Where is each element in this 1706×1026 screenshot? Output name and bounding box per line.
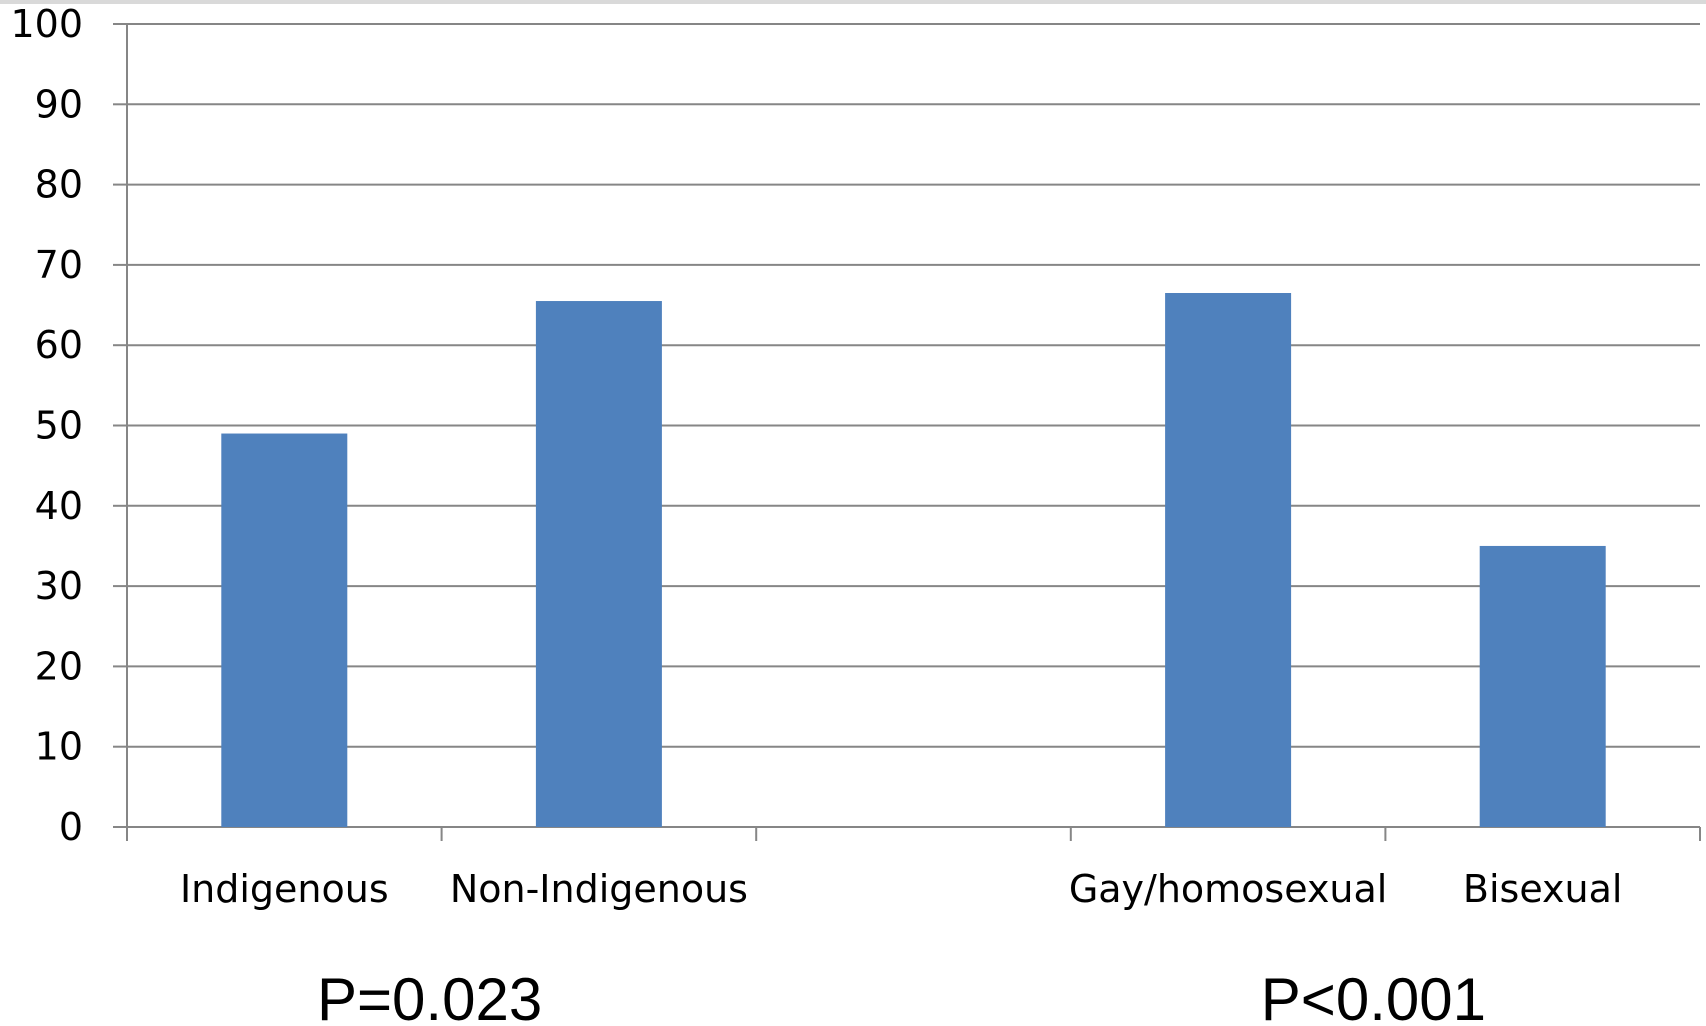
- category-labels: Indigenous Non-Indigenous Gay/homosexual Bi…: [180, 867, 1623, 911]
- category-label-non-indigenous: Non-Indigenous: [450, 867, 748, 911]
- gridlines: [127, 23, 1700, 748]
- y-tick-label-50: 50: [35, 404, 83, 448]
- bar-gay-homosexual: [1165, 293, 1292, 827]
- y-tick-label-70: 70: [35, 243, 83, 287]
- category-label-indigenous: Indigenous: [180, 867, 389, 911]
- y-tick-label-30: 30: [35, 564, 83, 608]
- category-label-bisexual: Bisexual: [1463, 867, 1623, 911]
- bars: [221, 293, 1606, 827]
- y-tick-label-10: 10: [35, 725, 83, 769]
- top-border-strip: [0, 0, 1706, 4]
- bar-non-indigenous: [535, 301, 662, 827]
- y-tick-label-0: 0: [59, 805, 83, 849]
- y-tick-label-90: 90: [35, 82, 83, 126]
- y-tick-label-80: 80: [35, 163, 83, 207]
- y-tick-label-100: 100: [10, 2, 83, 46]
- x-axis-tick-marks: [126, 827, 1701, 841]
- y-tick-label-20: 20: [35, 644, 83, 688]
- y-tick-label-40: 40: [35, 484, 83, 528]
- y-axis-tick-labels: 0 10 20 30 40 50 60 70 80 90 100: [10, 2, 127, 849]
- category-label-gay-homosexual: Gay/homosexual: [1069, 867, 1388, 911]
- bar-indigenous: [221, 433, 348, 827]
- p-value-annotation-2: P<0.001: [1261, 966, 1486, 1026]
- y-tick-label-60: 60: [35, 323, 83, 367]
- bar-bisexual: [1479, 545, 1606, 827]
- p-value-annotations: P=0.023 P<0.001: [317, 966, 1486, 1026]
- p-value-annotation-1: P=0.023: [317, 966, 542, 1026]
